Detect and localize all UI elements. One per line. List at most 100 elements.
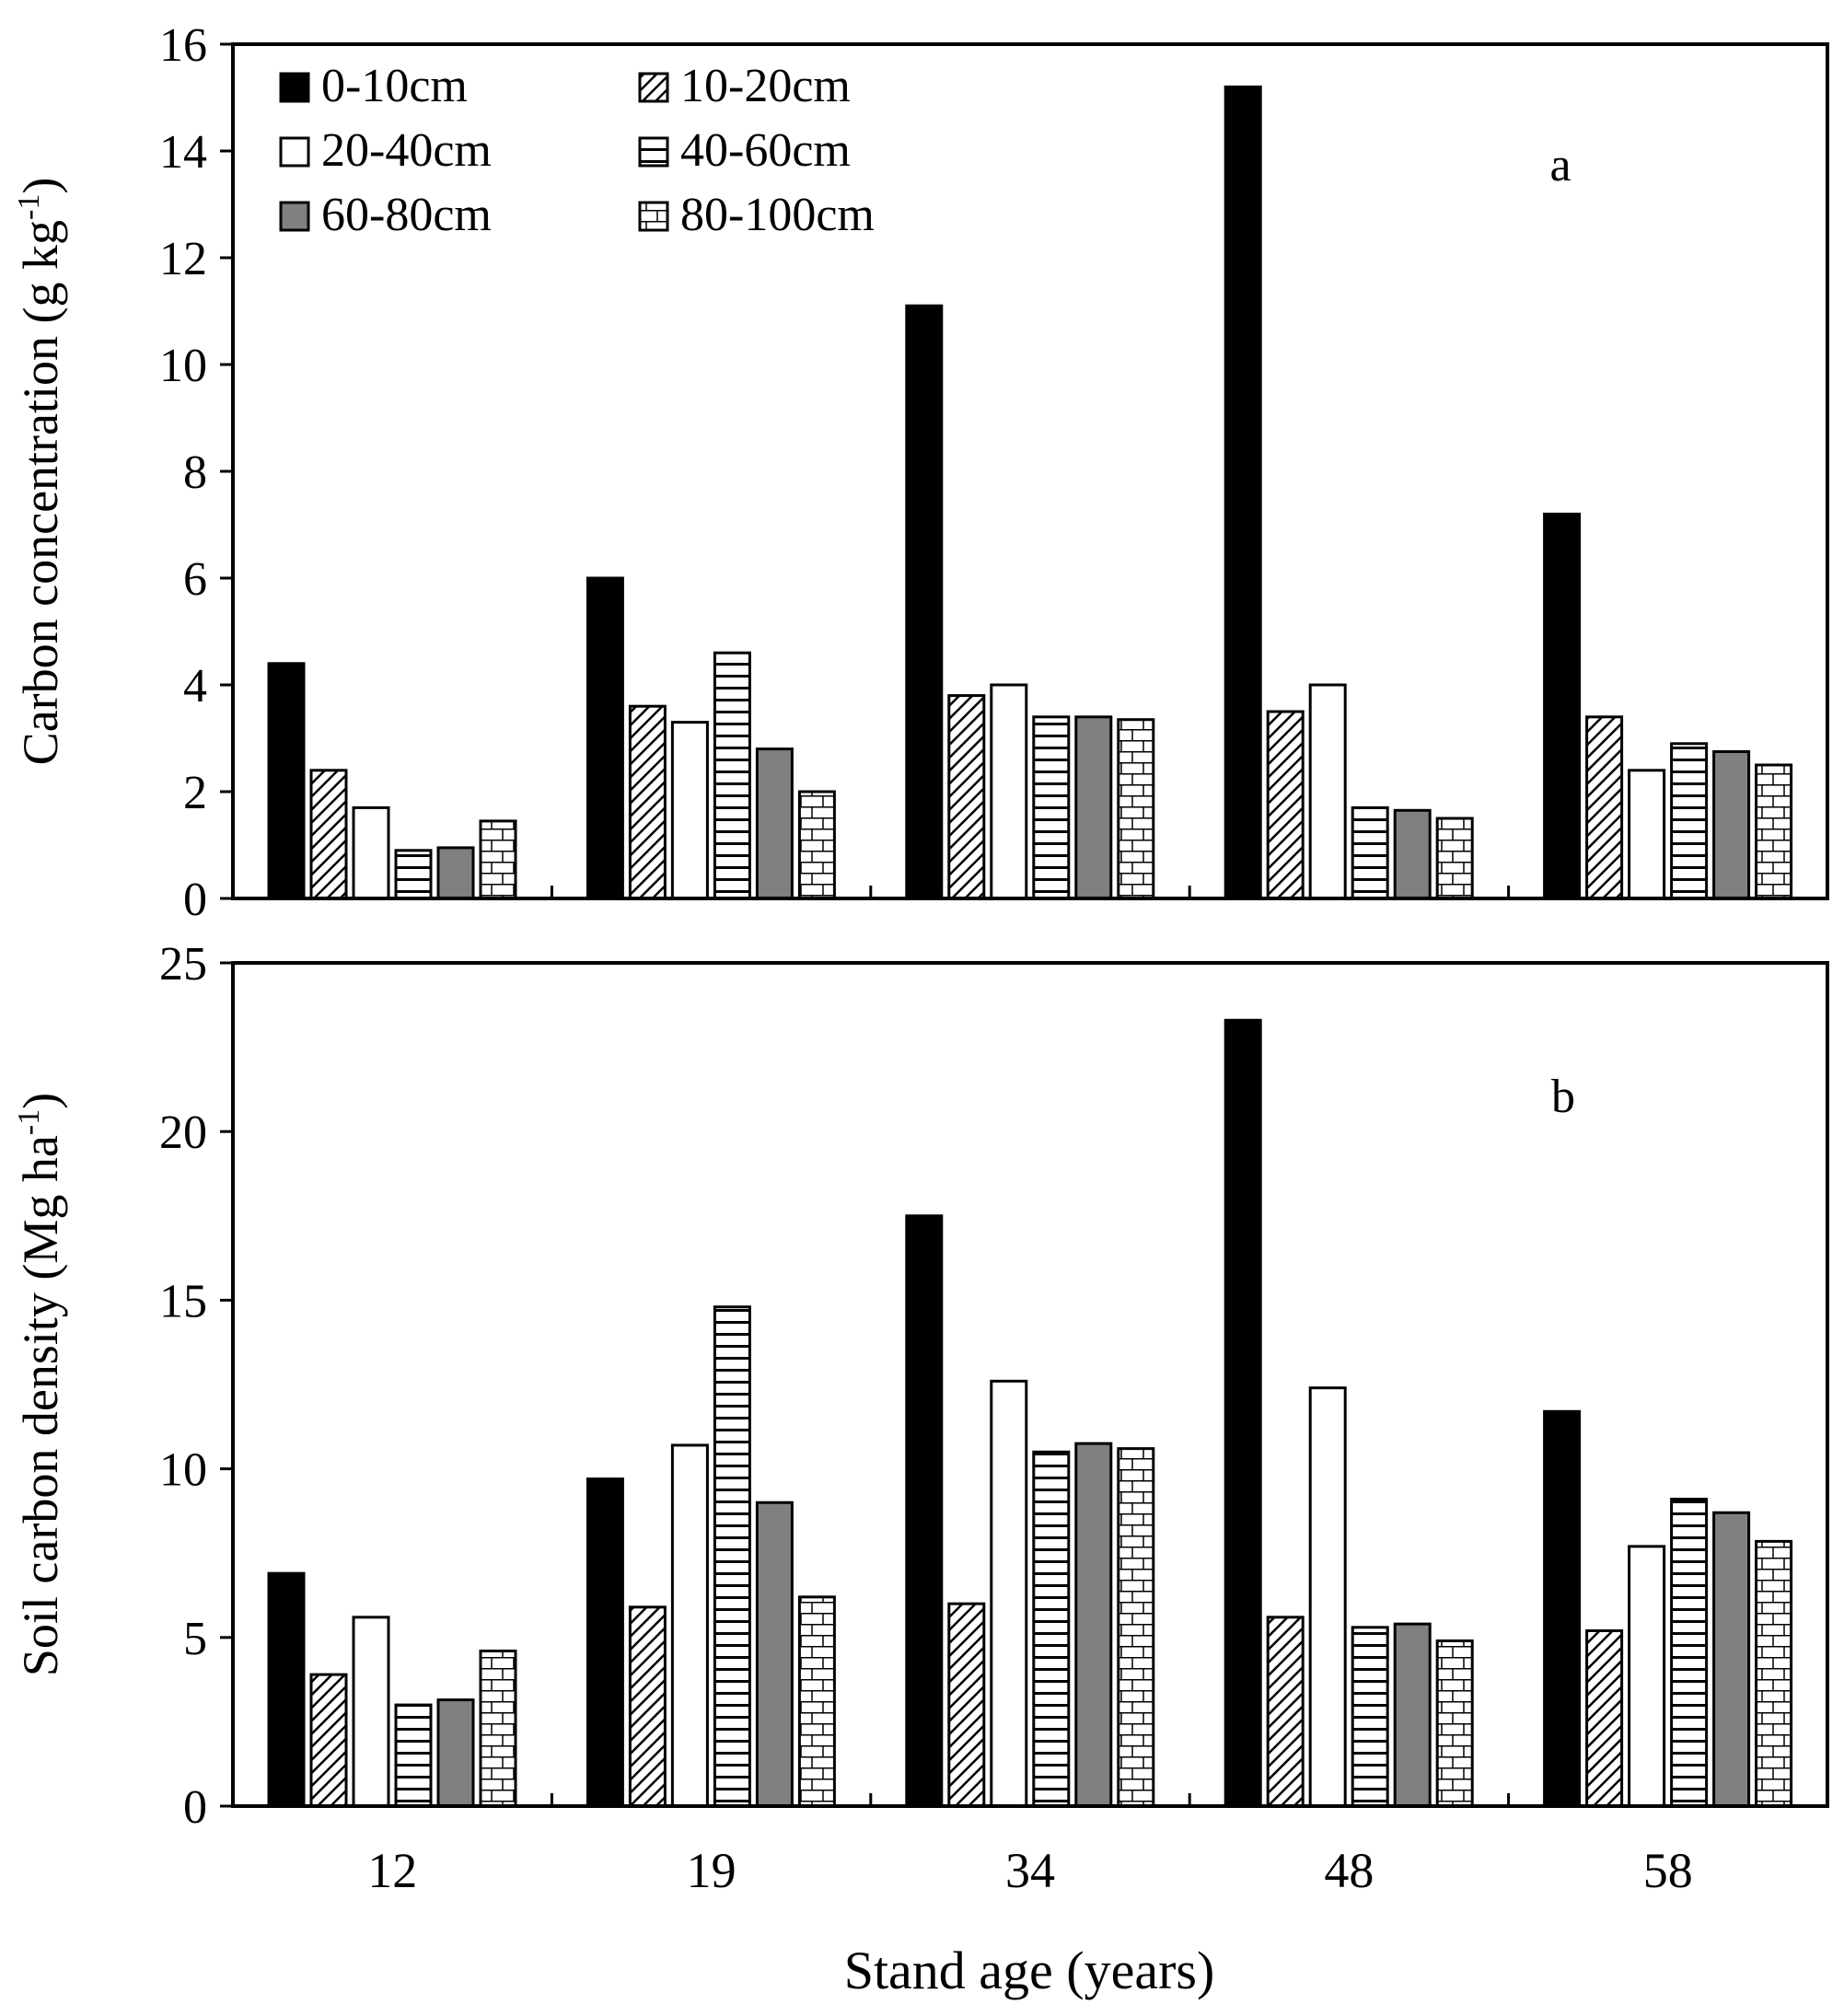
- category-label-12: 12: [367, 1843, 417, 1898]
- bar-0-10cm-58: [1543, 512, 1582, 900]
- bar-40-60cm-12: [394, 849, 433, 900]
- bar-20-40cm-19: [670, 721, 709, 900]
- bar-60-80cm-48: [1393, 1622, 1432, 1808]
- bar-0-10cm-12: [267, 1571, 306, 1808]
- bar-80-100cm-12: [479, 1649, 517, 1808]
- x-axis-title: Stand age (years): [844, 1941, 1215, 2000]
- bar-60-80cm-58: [1712, 750, 1751, 900]
- panel-b-yticks: 0 5 10 15 20 25: [159, 938, 233, 1834]
- bar-80-100cm-19: [797, 790, 836, 900]
- bar-80-100cm-58: [1755, 763, 1793, 900]
- bar-0-10cm-48: [1224, 85, 1262, 900]
- legend-label-40-60cm: 40-60cm: [680, 124, 851, 177]
- bar-0-10cm-34: [905, 304, 944, 900]
- bar-60-80cm-19: [755, 747, 794, 900]
- y-tick-label: 8: [183, 446, 207, 499]
- bar-80-100cm-19: [797, 1595, 836, 1808]
- bar-60-80cm-34: [1074, 1442, 1113, 1808]
- legend-swatch-0-10cm: [279, 72, 310, 103]
- y-tick-label: 6: [183, 553, 207, 606]
- bar-20-40cm-48: [1308, 1386, 1347, 1808]
- panel-a-yticks: 0 2 4 6 8 10 12 14 16: [159, 19, 233, 926]
- bar-20-40cm-12: [352, 1616, 390, 1808]
- bar-40-60cm-58: [1670, 1498, 1709, 1808]
- legend-label-10-20cm: 10-20cm: [680, 60, 851, 112]
- legend-swatch-80-100cm: [638, 201, 669, 232]
- bar-0-10cm-34: [905, 1214, 944, 1808]
- panel-b-letter: b: [1551, 1071, 1575, 1123]
- y-tick-label: 2: [183, 767, 207, 819]
- bar-80-100cm-48: [1435, 817, 1474, 900]
- y-tick-label: 16: [159, 19, 207, 72]
- bar-20-40cm-48: [1308, 683, 1347, 900]
- category-labels: 12 19 34 48 58: [367, 1843, 1693, 1898]
- panel-a-bars: [267, 85, 1793, 900]
- bar-80-100cm-58: [1755, 1539, 1793, 1808]
- bar-20-40cm-58: [1628, 769, 1666, 900]
- bar-10-20cm-19: [628, 1605, 667, 1808]
- panel-b-ylabel: Soil carbon density (Mg ha-1): [12, 1093, 68, 1676]
- bar-10-20cm-58: [1585, 1628, 1624, 1808]
- y-tick-label: 0: [183, 1781, 207, 1834]
- panel-b: b 0 5 10 15 20 25 Soil carbon density (Mg ha-…: [12, 938, 1829, 1898]
- legend-label-60-80cm: 60-80cm: [321, 189, 492, 241]
- bar-40-60cm-48: [1351, 1626, 1389, 1808]
- legend-swatch-20-40cm: [279, 136, 310, 168]
- panel-a: a 0 2 4 6 8 10 12 14 16 Carbon concentration (g …: [12, 19, 1829, 926]
- panel-a-xticks: [550, 886, 1511, 898]
- bar-60-80cm-12: [436, 846, 475, 900]
- bar-20-40cm-34: [990, 683, 1028, 900]
- bar-0-10cm-19: [586, 576, 624, 900]
- bar-0-10cm-19: [586, 1477, 624, 1808]
- category-label-48: 48: [1324, 1843, 1374, 1898]
- bar-20-40cm-12: [352, 805, 390, 900]
- bar-10-20cm-48: [1266, 1616, 1305, 1808]
- panel-b-xticks: [550, 1793, 1511, 1806]
- category-label-58: 58: [1643, 1843, 1693, 1898]
- bar-80-100cm-48: [1435, 1639, 1474, 1808]
- panel-a-ylabel: Carbon concentration (g kg-1): [12, 178, 68, 766]
- bar-60-80cm-48: [1393, 808, 1432, 900]
- panel-a-letter: a: [1549, 139, 1571, 191]
- bar-10-20cm-48: [1266, 710, 1305, 900]
- bar-0-10cm-48: [1224, 1018, 1262, 1808]
- y-tick-label: 25: [159, 938, 207, 991]
- panel-b-frame: [231, 961, 1829, 1808]
- bar-10-20cm-58: [1585, 715, 1624, 900]
- legend-label-0-10cm: 0-10cm: [321, 60, 468, 112]
- bar-10-20cm-34: [947, 694, 986, 900]
- bar-10-20cm-19: [628, 704, 667, 900]
- legend-label-20-40cm: 20-40cm: [321, 124, 492, 177]
- bar-10-20cm-12: [309, 1673, 348, 1808]
- y-tick-label: 14: [159, 126, 207, 179]
- bar-10-20cm-12: [309, 769, 348, 900]
- bar-20-40cm-34: [990, 1379, 1028, 1808]
- panel-b-bars: [267, 1018, 1793, 1808]
- y-tick-label: 10: [159, 1444, 207, 1497]
- bar-40-60cm-34: [1032, 715, 1071, 900]
- bar-80-100cm-34: [1117, 1447, 1155, 1808]
- y-tick-label: 10: [159, 340, 207, 392]
- bar-80-100cm-12: [479, 819, 517, 900]
- bar-60-80cm-19: [755, 1500, 794, 1808]
- legend-swatch-10-20cm: [638, 72, 669, 103]
- bar-60-80cm-34: [1074, 715, 1113, 900]
- bar-40-60cm-19: [713, 1305, 751, 1808]
- legend-swatch-40-60cm: [638, 136, 669, 168]
- y-tick-label: 20: [159, 1106, 207, 1159]
- bar-0-10cm-58: [1543, 1409, 1582, 1808]
- bar-0-10cm-12: [267, 662, 306, 900]
- y-tick-label: 12: [159, 233, 207, 285]
- bar-20-40cm-58: [1628, 1545, 1666, 1808]
- bar-40-60cm-58: [1670, 742, 1709, 900]
- y-tick-label: 0: [183, 874, 207, 926]
- legend-swatch-60-80cm: [279, 201, 310, 232]
- bar-40-60cm-34: [1032, 1450, 1071, 1808]
- bar-20-40cm-19: [670, 1443, 709, 1808]
- category-label-19: 19: [687, 1843, 736, 1898]
- bar-40-60cm-48: [1351, 805, 1389, 900]
- bar-10-20cm-34: [947, 1602, 986, 1808]
- y-tick-label: 15: [159, 1275, 207, 1327]
- bar-40-60cm-12: [394, 1703, 433, 1808]
